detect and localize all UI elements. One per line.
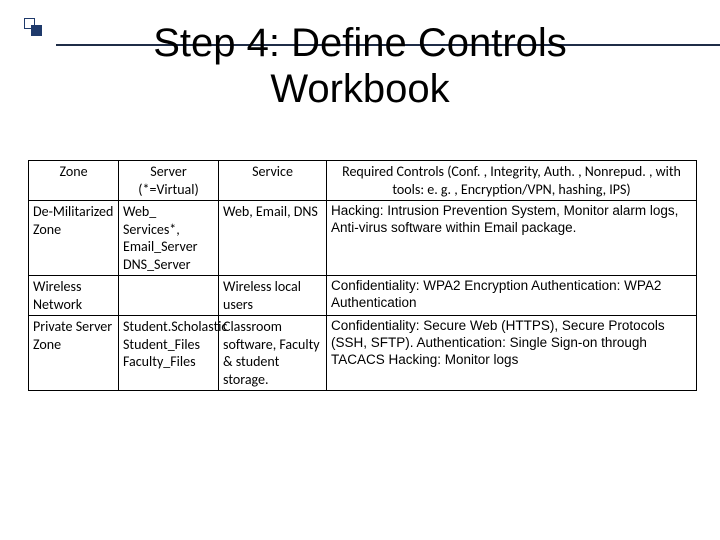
table-row: Private Server Zone Student.Scholastic S… bbox=[29, 316, 697, 391]
title-line-1: Step 4: Define Controls bbox=[153, 21, 567, 65]
slide-title: Step 4: Define Controls Workbook bbox=[0, 20, 720, 112]
cell-zone: Private Server Zone bbox=[29, 316, 119, 391]
table-header-row: Zone Server (*=Virtual) Service Required… bbox=[29, 161, 697, 201]
cell-zone: De-Militarized Zone bbox=[29, 201, 119, 276]
cell-controls: Confidentiality: Secure Web (HTTPS), Sec… bbox=[327, 316, 697, 391]
cell-server: Web_ Services*, Email_Server DNS_Server bbox=[119, 201, 219, 276]
cell-service: Classroom software, Faculty & student st… bbox=[219, 316, 327, 391]
cell-server bbox=[119, 276, 219, 316]
table-row: De-Militarized Zone Web_ Services*, Emai… bbox=[29, 201, 697, 276]
header-service: Service bbox=[219, 161, 327, 201]
table-row: Wireless Network Wireless local users Co… bbox=[29, 276, 697, 316]
cell-controls: Confidentiality: WPA2 Encryption Authent… bbox=[327, 276, 697, 316]
controls-table-wrap: Zone Server (*=Virtual) Service Required… bbox=[28, 160, 696, 391]
cell-zone: Wireless Network bbox=[29, 276, 119, 316]
cell-server: Student.Scholastic Student_Files Faculty… bbox=[119, 316, 219, 391]
controls-table: Zone Server (*=Virtual) Service Required… bbox=[28, 160, 697, 391]
cell-service: Web, Email, DNS bbox=[219, 201, 327, 276]
header-controls: Required Controls (Conf. , Integrity, Au… bbox=[327, 161, 697, 201]
header-zone: Zone bbox=[29, 161, 119, 201]
header-server: Server (*=Virtual) bbox=[119, 161, 219, 201]
title-line-2: Workbook bbox=[0, 66, 720, 112]
cell-controls: Hacking: Intrusion Prevention System, Mo… bbox=[327, 201, 697, 276]
cell-service: Wireless local users bbox=[219, 276, 327, 316]
